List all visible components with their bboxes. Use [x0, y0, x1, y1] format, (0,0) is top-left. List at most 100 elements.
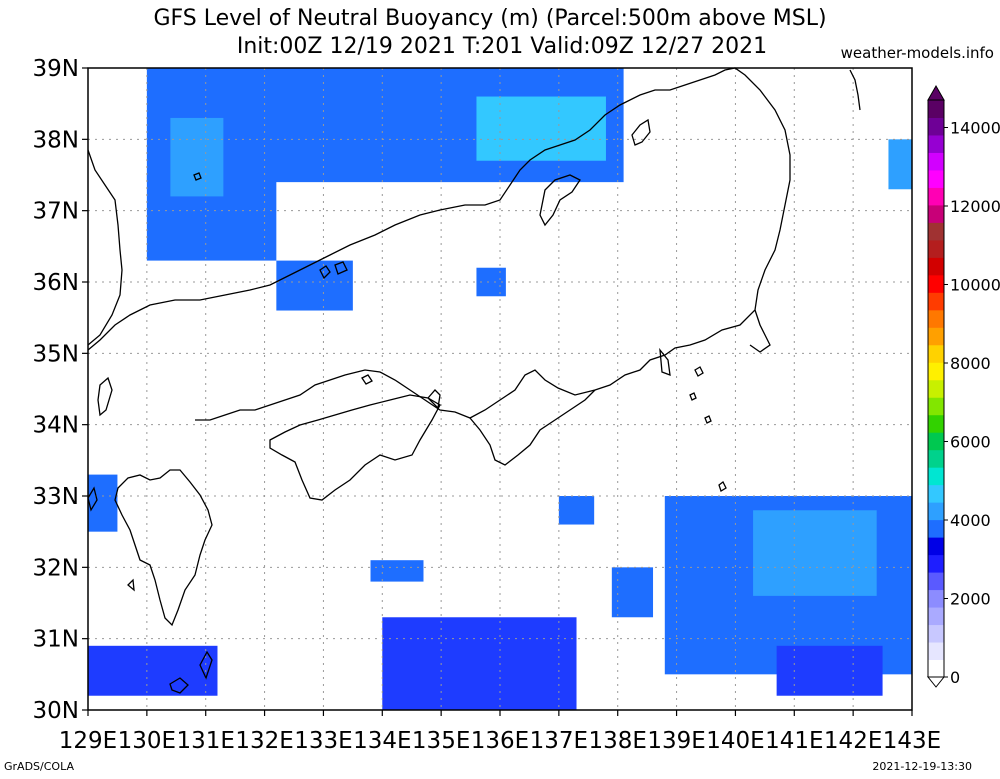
- longitude-label: 143E: [883, 728, 941, 754]
- lat-lon-grid: [88, 68, 912, 710]
- izu-peninsula-coastline: [659, 347, 671, 376]
- colorbar-segment: [928, 100, 944, 118]
- coastline-layer: [87, 67, 861, 694]
- chart-subtitle: Init:00Z 12/19 2021 T:201 Valid:09Z 12/2…: [236, 34, 768, 59]
- latitude-label: 37N: [33, 199, 79, 225]
- colorbar-tick-label: 10000: [950, 276, 1000, 295]
- field-region-southeast-core: [753, 510, 877, 596]
- colorbar-segment: [928, 292, 944, 311]
- shikoku-coastline: [269, 394, 441, 501]
- oki-islands-coastline: [319, 265, 331, 280]
- awaji-island-coastline: [427, 389, 441, 410]
- latitude-label: 34N: [33, 413, 79, 439]
- goto-islands-coastline: [87, 486, 98, 512]
- colorbar-segment: [928, 642, 944, 661]
- colorbar-max-arrow: [927, 84, 945, 101]
- shodoshima-coastline: [361, 374, 373, 385]
- colorbar-segment: [928, 537, 944, 556]
- colorbar-segment: [928, 309, 944, 328]
- longitude-label: 142E: [824, 728, 882, 754]
- colorbar-segment: [928, 134, 944, 153]
- field-region-north-sea-south: [276, 260, 353, 311]
- longitude-label: 132E: [235, 728, 293, 754]
- oki-islands-coastline-2: [334, 261, 348, 275]
- colorbar-segment: [928, 414, 944, 433]
- colorbar-segment: [928, 607, 944, 626]
- hokkaido-edge-coastline: [849, 69, 861, 111]
- colorbar-segment: [928, 502, 944, 521]
- colorbar-segment: [928, 362, 944, 381]
- colorbar-tick-label: 2000: [950, 590, 991, 609]
- korea-coastline: [87, 149, 123, 346]
- footer-timestamp: 2021-12-19-13:30: [872, 760, 972, 773]
- colorbar-segment: [928, 449, 944, 468]
- latitude-label: 32N: [33, 555, 79, 581]
- longitude-label: 130E: [118, 728, 176, 754]
- honshu-coastline: [87, 67, 791, 421]
- colorbar-tick-label: 12000: [950, 197, 1000, 216]
- noto-peninsula-coastline: [539, 174, 581, 227]
- buoyancy-field-layer: [88, 68, 912, 710]
- colorbar-segment: [928, 484, 944, 503]
- colorbar-min-arrow: [926, 676, 946, 688]
- latitude-label: 30N: [33, 698, 79, 724]
- latitude-label: 35N: [33, 341, 79, 367]
- latitude-label: 39N: [33, 56, 79, 82]
- colorbar-segment: [928, 257, 944, 276]
- longitude-labels: 129E 130E 131E 132E 133E 134E 135E 136E 137E 138E…: [59, 710, 941, 754]
- field-region-southeast-deep: [776, 645, 883, 696]
- latitude-label: 31N: [33, 627, 79, 653]
- colorbar-segment: [928, 659, 944, 678]
- longitude-label: 133E: [294, 728, 352, 754]
- longitude-label: 139E: [647, 728, 705, 754]
- colorbar-segment: [928, 554, 944, 573]
- latitude-label: 33N: [33, 484, 79, 510]
- izu-islands-coastline-1: [694, 366, 704, 377]
- izu-islands-coastline-3: [718, 481, 727, 492]
- colorbar-tick-label: 0: [950, 668, 960, 687]
- chart-title: GFS Level of Neutral Buoyancy (m) (Parce…: [153, 6, 827, 31]
- colorbar-segment: [928, 432, 944, 451]
- kii-peninsula-coastline: [469, 389, 596, 466]
- sado-island-coastline: [631, 118, 651, 146]
- yakushima-coastline: [169, 677, 189, 694]
- credit-label: weather-models.info: [840, 44, 994, 62]
- longitude-label: 131E: [176, 728, 234, 754]
- footer-software-label: GrADS/COLA: [4, 760, 74, 773]
- longitude-label: 138E: [588, 728, 646, 754]
- colorbar-segment: [928, 397, 944, 416]
- colorbar-segment: [928, 572, 944, 591]
- field-region-north-sea-shallow-2: [476, 96, 606, 161]
- tanegashima-coastline: [199, 650, 213, 680]
- field-region-mid-patch-3: [558, 496, 595, 525]
- field-region-kyushu-west: [88, 474, 118, 532]
- field-region-south-sea-band: [382, 617, 577, 710]
- boso-coastline: [749, 309, 771, 353]
- latitude-label: 36N: [33, 270, 79, 296]
- field-region-southwest-band: [88, 645, 218, 696]
- colorbar-tick-label: 8000: [950, 354, 991, 373]
- longitude-label: 135E: [412, 728, 470, 754]
- colorbar-segment: [928, 327, 944, 346]
- ulleung-island-coastline: [193, 172, 202, 181]
- longitude-label: 137E: [530, 728, 588, 754]
- field-region-north-sea-shallow-1: [170, 117, 224, 197]
- colorbar-tick-labels: 0 2000 4000 6000 8000 10000 12000 14000: [944, 119, 1000, 687]
- colorbar-segment: [928, 589, 944, 608]
- longitude-label: 134E: [353, 728, 411, 754]
- colorbar: [926, 84, 946, 688]
- colorbar-segment: [928, 344, 944, 363]
- longitude-label: 136E: [471, 728, 529, 754]
- colorbar-segment: [928, 152, 944, 171]
- colorbar-segment: [928, 379, 944, 398]
- izu-islands-coastline-2: [704, 415, 712, 424]
- colorbar-segment: [928, 467, 944, 486]
- colorbar-tick-label: 4000: [950, 511, 991, 530]
- colorbar-segment: [928, 519, 944, 538]
- colorbar-segment: [928, 274, 944, 293]
- longitude-label: 141E: [765, 728, 823, 754]
- tsushima-coastline: [97, 376, 113, 417]
- colorbar-segment: [928, 204, 944, 223]
- miyake-island-coastline: [689, 392, 697, 401]
